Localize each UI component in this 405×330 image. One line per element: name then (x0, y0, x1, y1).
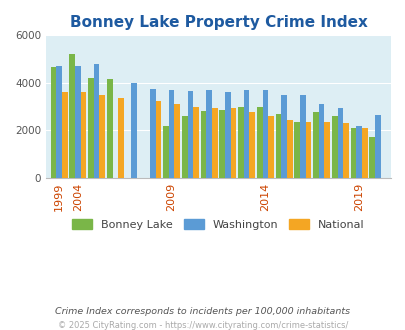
Bar (331, 116, 337, 178)
Bar (56, 66, 62, 178)
Bar (318, 104, 324, 178)
Bar (168, 90, 174, 178)
Bar (200, 111, 206, 178)
Bar (206, 90, 211, 178)
Text: Crime Index corresponds to incidents per 100,000 inhabitants: Crime Index corresponds to incidents per… (55, 307, 350, 316)
Bar (262, 90, 268, 178)
Bar (69, 54, 75, 178)
Bar (305, 122, 311, 178)
Bar (324, 122, 329, 178)
Bar (81, 92, 86, 178)
Bar (163, 125, 168, 178)
Bar (249, 113, 254, 178)
Bar (230, 108, 236, 178)
Bar (243, 90, 249, 178)
Bar (361, 128, 367, 178)
Bar (150, 89, 155, 178)
Bar (211, 108, 217, 178)
Bar (369, 137, 374, 178)
Bar (51, 67, 56, 178)
Bar (342, 123, 348, 178)
Bar (62, 92, 67, 178)
Bar (294, 122, 299, 178)
Bar (224, 92, 230, 178)
Bar (187, 91, 193, 178)
Bar (193, 107, 198, 178)
Bar (99, 95, 105, 178)
Bar (312, 113, 318, 178)
Bar (281, 95, 286, 178)
Title: Bonney Lake Property Crime Index: Bonney Lake Property Crime Index (69, 15, 367, 30)
Bar (299, 95, 305, 178)
Bar (275, 114, 281, 178)
Bar (174, 104, 179, 178)
Bar (107, 79, 112, 178)
Bar (131, 83, 136, 178)
Bar (286, 119, 292, 178)
Bar (88, 78, 94, 178)
Bar (238, 107, 243, 178)
Bar (350, 128, 356, 178)
Bar (75, 66, 81, 178)
Text: © 2025 CityRating.com - https://www.cityrating.com/crime-statistics/: © 2025 CityRating.com - https://www.city… (58, 320, 347, 330)
Bar (118, 98, 124, 178)
Bar (268, 116, 273, 178)
Bar (181, 116, 187, 178)
Bar (337, 108, 342, 178)
Bar (356, 125, 361, 178)
Bar (256, 107, 262, 178)
Bar (155, 101, 161, 178)
Bar (94, 64, 99, 178)
Bar (374, 115, 380, 178)
Legend: Bonney Lake, Washington, National: Bonney Lake, Washington, National (68, 215, 369, 234)
Bar (219, 110, 224, 178)
